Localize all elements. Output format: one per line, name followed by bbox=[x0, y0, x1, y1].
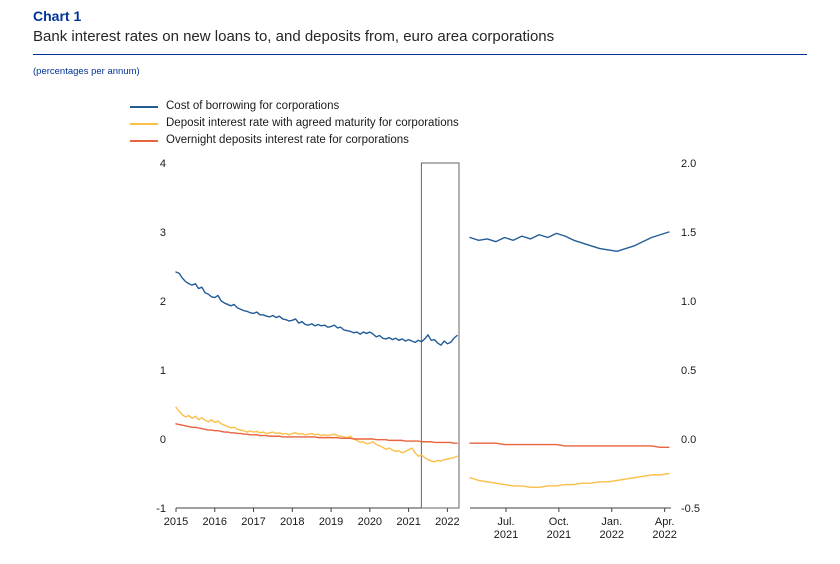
borrowing-line-swatch-icon bbox=[130, 105, 158, 108]
x-tick-label: Jul. 2021 bbox=[494, 516, 518, 541]
x-tick-label: 2016 bbox=[203, 516, 227, 528]
legend-label: Overnight deposits interest rate for cor… bbox=[166, 133, 409, 146]
y-tick-label: -1 bbox=[156, 503, 166, 515]
x-tick-label: 2015 bbox=[164, 516, 188, 528]
zoom-highlight-box bbox=[420, 162, 460, 509]
y-tick-label: 1 bbox=[160, 365, 166, 377]
y-tick-label: 2.0 bbox=[681, 158, 696, 170]
units-note: (percentages per annum) bbox=[33, 66, 140, 77]
series-line-deposit bbox=[175, 406, 458, 463]
x-tick-label: 2017 bbox=[241, 516, 265, 528]
y-tick-label: 2 bbox=[160, 296, 166, 308]
legend-label: Cost of borrowing for corporations bbox=[166, 99, 340, 112]
chart-number-label: Chart 1 bbox=[33, 8, 82, 24]
legend-label: Deposit interest rate with agreed maturi… bbox=[166, 116, 459, 129]
legend-item-overnight: Overnight deposits interest rate for cor… bbox=[130, 132, 459, 149]
series-line-borrowing bbox=[175, 271, 458, 346]
page-title: Bank interest rates on new loans to, and… bbox=[33, 28, 555, 45]
y-tick-label: 0.0 bbox=[681, 434, 696, 446]
legend: Cost of borrowing for corporations Depos… bbox=[130, 98, 459, 149]
legend-item-borrowing: Cost of borrowing for corporations bbox=[130, 98, 459, 115]
y-tick-label: 0 bbox=[160, 434, 166, 446]
series-line-deposit bbox=[469, 472, 670, 488]
y-tick-label: 3 bbox=[160, 227, 166, 239]
y-tick-label: 0.5 bbox=[681, 365, 696, 377]
y-tick-label: 1.5 bbox=[681, 227, 696, 239]
deposit-line-swatch-icon bbox=[130, 122, 158, 125]
x-tick-label: 2020 bbox=[358, 516, 382, 528]
x-tick-label: Oct. 2021 bbox=[547, 516, 571, 541]
x-tick-label: Jan. 2022 bbox=[600, 516, 624, 541]
y-tick-label: 4 bbox=[160, 158, 166, 170]
x-tick-label: 2019 bbox=[319, 516, 343, 528]
legend-item-deposit: Deposit interest rate with agreed maturi… bbox=[130, 115, 459, 132]
header-rule bbox=[33, 54, 807, 55]
header: Chart 1 Bank interest rates on new loans… bbox=[33, 8, 807, 77]
series-line-overnight bbox=[175, 423, 458, 444]
x-tick-label: Apr. 2022 bbox=[652, 516, 676, 541]
y-tick-label: -0.5 bbox=[681, 503, 700, 515]
x-tick-label: 2021 bbox=[396, 516, 420, 528]
series-line-overnight bbox=[469, 442, 670, 448]
series-line-borrowing bbox=[469, 231, 670, 253]
x-tick-label: 2022 bbox=[435, 516, 459, 528]
y-tick-label: 1.0 bbox=[681, 296, 696, 308]
x-tick-label: 2018 bbox=[280, 516, 304, 528]
overnight-line-swatch-icon bbox=[130, 139, 158, 142]
